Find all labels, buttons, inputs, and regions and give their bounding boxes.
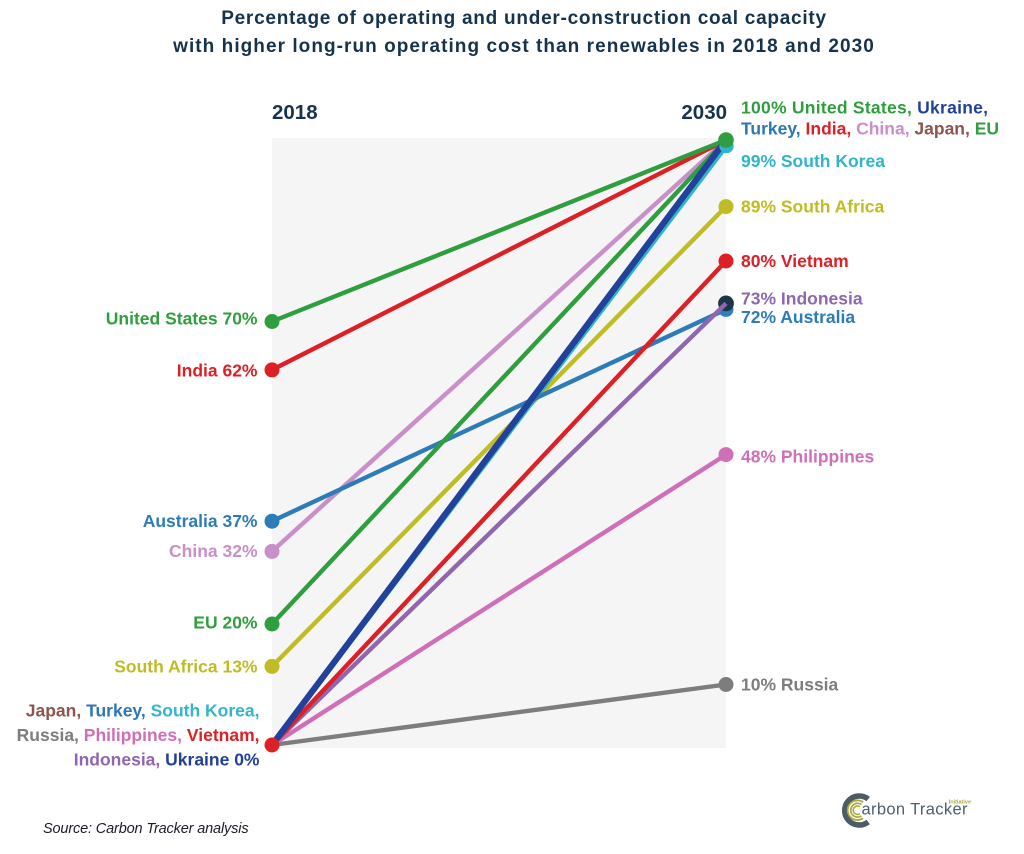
svg-text:EU 20%: EU 20% xyxy=(193,613,258,633)
svg-text:Turkey, India, China, Japan, E: Turkey, India, China, Japan, EU xyxy=(741,119,999,139)
svg-text:Australia 37%: Australia 37% xyxy=(143,511,258,531)
svg-text:80% Vietnam: 80% Vietnam xyxy=(741,251,849,271)
svg-text:72% Australia: 72% Australia xyxy=(741,307,855,327)
svg-text:India 62%: India 62% xyxy=(177,361,258,381)
svg-text:South Africa 13%: South Africa 13% xyxy=(114,657,258,677)
svg-text:10% Russia: 10% Russia xyxy=(741,675,839,695)
svg-text:2030: 2030 xyxy=(681,101,727,124)
svg-text:Source: Carbon Tracker analysi: Source: Carbon Tracker analysis xyxy=(43,821,248,837)
svg-text:Indonesia, Ukraine 0%: Indonesia, Ukraine 0% xyxy=(74,750,260,770)
svg-text:48% Philippines: 48% Philippines xyxy=(741,447,874,467)
svg-text:89% South Africa: 89% South Africa xyxy=(741,197,885,217)
svg-text:73% Indonesia: 73% Indonesia xyxy=(741,289,863,309)
svg-text:Russia, Philippines, Vietnam,: Russia, Philippines, Vietnam, xyxy=(17,725,260,745)
svg-text:with higher long-run operating: with higher long-run operating cost than… xyxy=(172,36,875,57)
svg-text:100% United States, Ukraine,: 100% United States, Ukraine, xyxy=(741,98,988,118)
svg-text:United States 70%: United States 70% xyxy=(106,309,258,329)
svg-text:2018: 2018 xyxy=(272,101,318,124)
svg-text:China 32%: China 32% xyxy=(169,541,258,561)
svg-text:Percentage of operating and un: Percentage of operating and under-constr… xyxy=(221,8,827,29)
svg-text:Japan, Turkey, South Korea,: Japan, Turkey, South Korea, xyxy=(26,701,260,721)
svg-text:arbon Tracker: arbon Tracker xyxy=(862,801,969,819)
svg-text:Initiative: Initiative xyxy=(949,800,971,806)
svg-text:99% South Korea: 99% South Korea xyxy=(741,151,885,171)
